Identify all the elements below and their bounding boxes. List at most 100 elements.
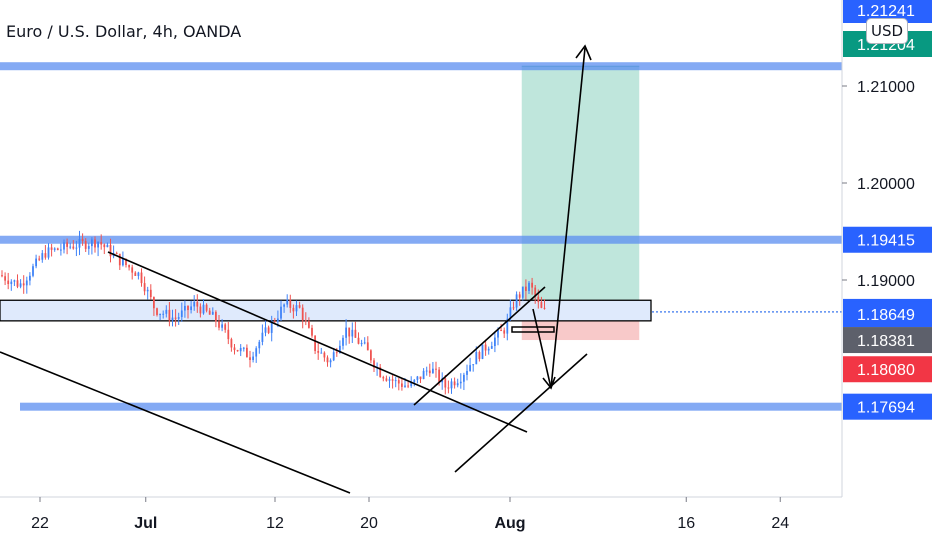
candle	[162, 310, 165, 319]
candle-body	[348, 327, 351, 337]
candle-body	[66, 242, 68, 247]
candle	[35, 254, 37, 269]
candle-body	[239, 348, 242, 352]
candle-body	[363, 342, 366, 344]
candle	[326, 355, 329, 367]
candle-body	[512, 307, 515, 309]
candle	[261, 324, 264, 346]
candle-body	[78, 238, 81, 248]
candle	[463, 372, 465, 391]
candle-body	[75, 247, 78, 249]
candle-body	[134, 272, 137, 276]
candle	[140, 268, 143, 287]
candle	[246, 344, 248, 358]
price-tag-label: 1.19415	[857, 233, 915, 250]
candle-body	[317, 350, 320, 353]
price-tag: 1.17694	[843, 393, 932, 420]
candle	[478, 350, 481, 362]
candle	[301, 304, 304, 329]
time-tick-label: 16	[677, 515, 695, 532]
candle	[419, 376, 422, 383]
candle	[81, 233, 84, 246]
candle-body	[249, 357, 251, 360]
candle	[332, 347, 335, 362]
candle	[112, 245, 115, 259]
candle-body	[10, 281, 13, 285]
candle	[72, 240, 75, 250]
candle	[512, 301, 515, 311]
price-tag-label: 1.21241	[857, 3, 915, 20]
candle-body	[125, 258, 127, 266]
candle	[208, 307, 211, 315]
candle-body	[366, 342, 369, 351]
candle-body	[69, 246, 72, 248]
candle-body	[475, 352, 478, 365]
candle	[106, 242, 109, 248]
candle	[394, 376, 397, 388]
candle	[168, 302, 171, 327]
candle-body	[84, 240, 87, 249]
candle	[385, 375, 388, 382]
candle-body	[497, 330, 499, 338]
candle-body	[106, 244, 109, 248]
candle-body	[518, 294, 521, 298]
candle	[184, 300, 186, 318]
candle	[239, 344, 242, 357]
candle	[16, 274, 19, 289]
candle	[32, 263, 34, 278]
candle	[50, 243, 53, 257]
candle	[255, 346, 258, 363]
price-tag: 1.18381	[843, 327, 932, 354]
price-tag-label: 1.17694	[857, 400, 915, 417]
candle	[295, 300, 298, 316]
candle	[264, 320, 267, 337]
candle	[41, 250, 44, 263]
candle	[342, 335, 344, 350]
candle	[379, 364, 382, 378]
time-tick-label: Jul	[134, 515, 157, 532]
candle-body	[128, 265, 130, 268]
candle-body	[332, 352, 335, 361]
candle	[329, 358, 332, 368]
price-tag-bg	[843, 327, 932, 354]
candle-body	[81, 238, 84, 241]
candle-body	[503, 330, 506, 334]
candle	[115, 251, 118, 255]
candle-body	[314, 335, 316, 351]
candle	[323, 351, 326, 362]
candle-body	[1, 275, 3, 277]
candle	[38, 255, 41, 262]
candle-body	[146, 289, 149, 292]
currency-button[interactable]: USD	[866, 18, 908, 44]
candle	[320, 347, 323, 354]
candle-body	[218, 321, 220, 328]
candle-body	[323, 352, 326, 358]
candle-body	[140, 272, 143, 284]
candle	[435, 361, 437, 378]
candle	[521, 286, 524, 301]
candle	[56, 247, 59, 251]
resistance-level-band	[0, 62, 842, 71]
candle	[44, 245, 47, 260]
candle-body	[391, 379, 394, 381]
candle-body	[404, 385, 406, 387]
candle	[534, 284, 537, 304]
candle	[453, 377, 456, 389]
candle	[221, 319, 223, 332]
candle	[506, 313, 509, 341]
mid-level-band	[0, 235, 842, 244]
candle	[450, 378, 453, 394]
candle-body	[53, 248, 56, 250]
candle-body	[103, 244, 106, 248]
candle-body	[32, 266, 34, 276]
candle	[47, 243, 50, 260]
candle-body	[261, 332, 264, 342]
candle-body	[159, 313, 161, 315]
candle	[100, 234, 103, 250]
candle-body	[190, 306, 192, 311]
candle-body	[531, 282, 533, 288]
candle	[190, 300, 192, 314]
candle	[202, 298, 205, 315]
candle	[540, 296, 543, 309]
